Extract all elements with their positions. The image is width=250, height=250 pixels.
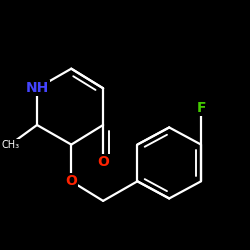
Text: F: F	[196, 101, 206, 115]
Text: O: O	[65, 174, 77, 188]
Text: NH: NH	[26, 81, 49, 95]
Text: CH₃: CH₃	[1, 140, 19, 149]
Text: O: O	[97, 155, 109, 169]
